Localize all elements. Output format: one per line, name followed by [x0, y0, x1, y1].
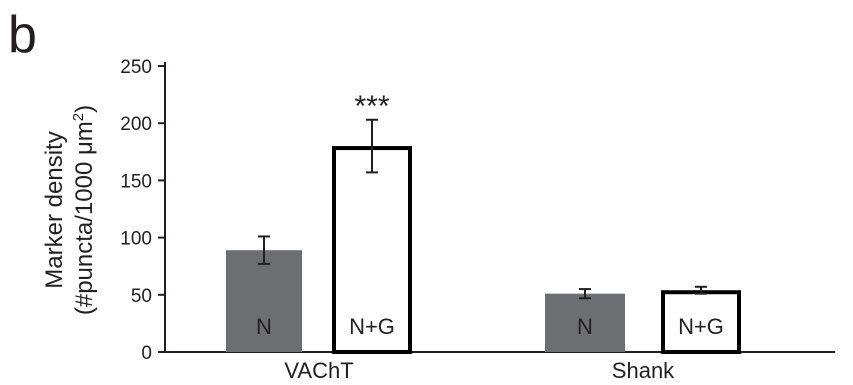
x-category-label: Shank: [612, 358, 675, 383]
bar-shank-ngg: [661, 290, 741, 354]
panel-label: b: [8, 6, 37, 64]
y-tick-label: 250: [120, 57, 152, 78]
bars-group: [226, 146, 741, 354]
category-labels-group: VAChT Shank: [284, 358, 675, 383]
bar-label: N+G: [349, 314, 395, 339]
y-axis-ticks: 0 50 100 150 200 250: [120, 57, 165, 364]
bar-labels-group: N N+G N N+G: [256, 314, 724, 339]
bar-label: N: [577, 314, 593, 339]
significance-annotation: ***: [354, 90, 389, 123]
bar-label: N+G: [678, 314, 724, 339]
y-tick-label: 200: [120, 114, 152, 135]
annotations-group: ***: [354, 90, 389, 123]
bar-vacht-n: [226, 250, 302, 352]
bar-label: N: [256, 314, 272, 339]
bar-shank-n: [545, 293, 625, 352]
y-axis-title-line2: (#puncta/1000 μm2): [70, 105, 98, 315]
y-tick-label: 0: [141, 343, 152, 364]
y-tick-label: 150: [120, 171, 152, 192]
y-axis-title: Marker density (#puncta/1000 μm2): [41, 105, 98, 315]
bar-vacht-ngg: [332, 146, 412, 354]
y-tick-label: 50: [131, 286, 152, 307]
x-category-label: VAChT: [284, 358, 353, 383]
y-tick-label: 100: [120, 229, 152, 250]
error-bars-group: [258, 118, 707, 300]
y-axis-title-line1: Marker density: [41, 131, 68, 288]
